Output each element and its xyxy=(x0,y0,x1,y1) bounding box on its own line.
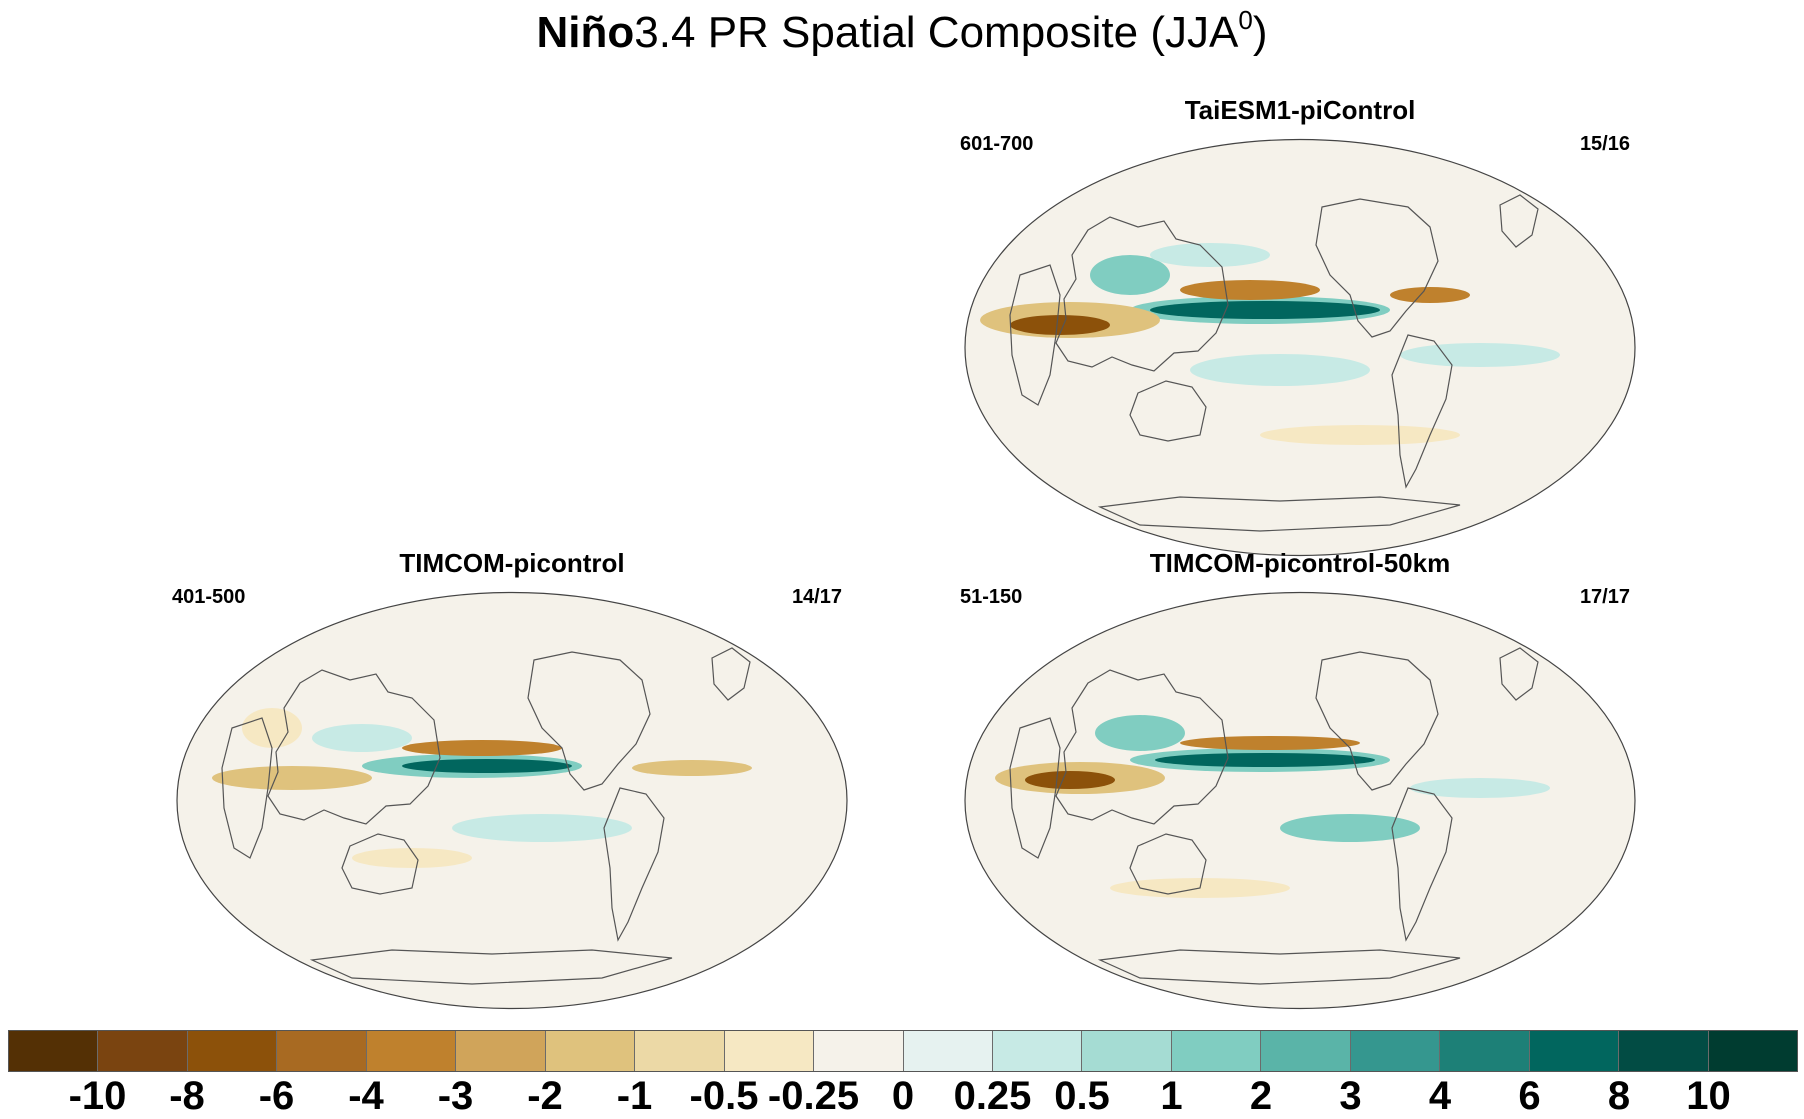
map-border xyxy=(176,591,848,1010)
anomaly-blob xyxy=(1090,255,1170,295)
colorbar xyxy=(8,1030,1798,1072)
anomaly-field xyxy=(980,194,1560,532)
colorbar-box xyxy=(1619,1031,1709,1071)
precipitation-map xyxy=(176,591,848,1010)
colorbar-tick-label: 1 xyxy=(1160,1074,1183,1118)
anomaly-blob xyxy=(1190,354,1370,386)
ocean-background xyxy=(965,139,1635,556)
colorbar-box xyxy=(1171,1031,1262,1071)
colorbar-tick-label: 3 xyxy=(1339,1074,1362,1118)
colorbar-box xyxy=(635,1031,725,1071)
colorbar-box xyxy=(187,1031,278,1071)
event-count-label: 14/17 xyxy=(791,586,842,608)
colorbar-box xyxy=(1261,1031,1351,1071)
colorbar-tick-label: 0.25 xyxy=(953,1074,1032,1118)
anomaly-blob xyxy=(1410,778,1550,798)
map-panel-timcom-50km: TIMCOM-picontrol-50km 51-150 17/17 xyxy=(960,548,1640,1013)
anomaly-blob xyxy=(1180,280,1320,300)
colorbar-tick-label: -8 xyxy=(169,1074,205,1118)
colorbar-box xyxy=(545,1031,636,1071)
anomaly-blob xyxy=(1390,287,1470,303)
anomaly-blob xyxy=(352,848,472,868)
coastline xyxy=(1009,194,1539,532)
precipitation-map xyxy=(964,591,1636,1010)
anomaly-blob xyxy=(1150,301,1380,319)
colorbar-box xyxy=(1529,1031,1620,1071)
ocean-background xyxy=(177,592,847,1009)
event-count-label: 17/17 xyxy=(1579,586,1630,608)
colorbar-tick-label: 4 xyxy=(1428,1074,1452,1118)
anomaly-blob xyxy=(1010,315,1110,335)
colorbar-tick-label: -1 xyxy=(616,1074,653,1118)
anomaly-blob xyxy=(1180,736,1360,750)
anomaly-blob xyxy=(312,724,412,752)
colorbar-tick-label: 6 xyxy=(1518,1074,1541,1118)
anomaly-blob xyxy=(402,740,562,756)
anomaly-blob xyxy=(402,759,572,773)
map-panel-timcom: TIMCOM-picontrol 401-500 14/17 xyxy=(172,548,852,1013)
anomaly-blob xyxy=(1260,425,1460,445)
colorbar-box xyxy=(1082,1031,1172,1071)
year-range-label: 401-500 xyxy=(172,586,246,608)
ocean-background xyxy=(965,592,1635,1009)
precipitation-map xyxy=(964,138,1636,557)
colorbar-box xyxy=(9,1031,99,1071)
colorbar-tick-label: 2 xyxy=(1249,1074,1273,1118)
anomaly-blob xyxy=(1280,814,1420,842)
panel-title: TIMCOM-picontrol xyxy=(399,548,625,578)
colorbar-box xyxy=(98,1031,188,1071)
event-count-label: 15/16 xyxy=(1579,133,1630,155)
panel-title: TIMCOM-picontrol-50km xyxy=(1149,548,1451,578)
colorbar-box xyxy=(366,1031,457,1071)
colorbar-tick-label: -4 xyxy=(348,1074,384,1118)
map-panel-taiesm1: TaiESM1-piControl 601-700 15/16 xyxy=(960,95,1640,560)
colorbar-tick-label: 0 xyxy=(891,1074,915,1118)
colorbar-box xyxy=(814,1031,904,1071)
colorbar-box xyxy=(724,1031,815,1071)
anomaly-blob xyxy=(242,708,302,748)
colorbar-box xyxy=(992,1031,1083,1071)
colorbar-tick-label: -0.5 xyxy=(689,1074,759,1118)
map-border xyxy=(964,138,1636,557)
anomaly-blob xyxy=(632,760,752,776)
anomaly-blob xyxy=(452,814,632,842)
anomaly-blob xyxy=(1155,753,1375,767)
coastline xyxy=(221,647,751,985)
colorbar-box xyxy=(1350,1031,1441,1071)
colorbar-box xyxy=(903,1031,993,1071)
colorbar-tick-label: -3 xyxy=(437,1074,474,1118)
anomaly-blob xyxy=(212,766,372,790)
anomaly-blob xyxy=(1095,715,1185,751)
anomaly-field xyxy=(995,647,1550,985)
colorbar-tick-label: 0.5 xyxy=(1054,1074,1110,1118)
coastline xyxy=(1009,647,1539,985)
map-border xyxy=(964,591,1636,1010)
anomaly-field xyxy=(212,647,752,985)
year-range-label: 51-150 xyxy=(960,586,1023,608)
colorbar-tick-label: 8 xyxy=(1607,1074,1631,1118)
colorbar-box xyxy=(1708,1031,1798,1071)
anomaly-blob xyxy=(1400,343,1560,367)
colorbar-box xyxy=(1440,1031,1530,1071)
year-range-label: 601-700 xyxy=(960,133,1034,155)
colorbar-tick-label: -6 xyxy=(258,1074,295,1118)
colorbar-box xyxy=(456,1031,546,1071)
figure-title: Niño3.4 PR Spatial Composite (JJA0) xyxy=(536,5,1268,57)
anomaly-blob xyxy=(1025,771,1115,789)
colorbar-box xyxy=(277,1031,367,1071)
panel-title: TaiESM1-piControl xyxy=(1184,95,1416,125)
colorbar-tick-label: -10 xyxy=(68,1074,127,1118)
colorbar-tick-label: -2 xyxy=(527,1074,563,1118)
colorbar-tick-label: 10 xyxy=(1686,1074,1731,1118)
colorbar-tick-label: -0.25 xyxy=(767,1074,860,1118)
